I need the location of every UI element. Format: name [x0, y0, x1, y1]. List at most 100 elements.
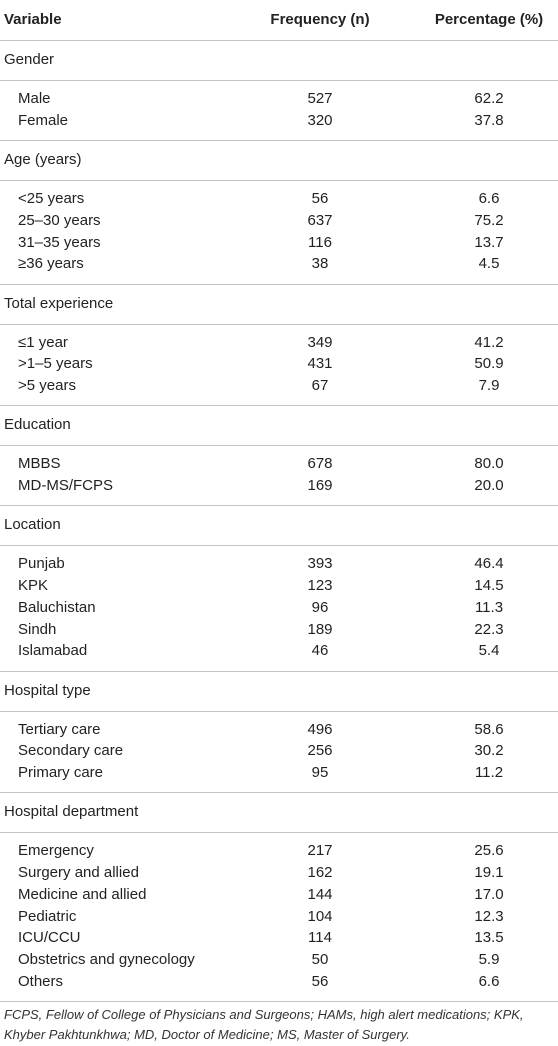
row-divider [0, 445, 558, 447]
percentage: 37.8 [474, 111, 504, 129]
percentage: 13.7 [474, 233, 504, 251]
frequency: 144 [307, 885, 333, 903]
group-label: Hospital department [4, 803, 139, 821]
percentage: 7.9 [478, 377, 500, 394]
percentage: 30.2 [474, 742, 504, 760]
group-label: Location [4, 516, 61, 534]
percentage: 25.6 [474, 842, 504, 860]
frequency: 116 [308, 233, 332, 251]
column-header: Variable [4, 11, 62, 28]
percentage: 41.2 [474, 333, 504, 351]
percentage: 12.3 [474, 907, 504, 925]
percentage: 11.2 [474, 764, 504, 781]
frequency: 393 [307, 555, 333, 573]
frequency: 95 [311, 764, 329, 781]
row-label: Baluchistan [18, 598, 96, 616]
row-label: Female [18, 111, 69, 129]
row-label: ICU/CCU [18, 929, 81, 947]
percentage: 19.1 [474, 864, 504, 881]
row-label: >1–5 years [18, 355, 93, 373]
row-label: Surgery and allied [18, 864, 139, 881]
percentage: 80.0 [474, 455, 504, 473]
percentage: 58.6 [474, 720, 504, 738]
percentage: 22.3 [474, 620, 504, 638]
frequency: 46 [311, 642, 329, 660]
group-label: Education [4, 416, 71, 434]
row-label: Sindh [18, 620, 57, 638]
frequency: 114 [308, 929, 332, 947]
row-divider [0, 671, 558, 672]
frequency: 349 [307, 333, 333, 351]
row-label: >5 years [18, 377, 76, 394]
percentage: 62.2 [474, 90, 504, 107]
row-divider [0, 710, 558, 712]
frequency: 56 [311, 972, 329, 990]
row-divider [0, 792, 558, 793]
frequency: 123 [307, 577, 333, 594]
row-label: Punjab [18, 555, 65, 573]
row-label: MD-MS/FCPS [18, 477, 113, 494]
row-label: ≥36 years [18, 255, 84, 273]
percentage: 50.9 [474, 355, 504, 373]
row-label: KPK [18, 577, 49, 594]
row-label: Secondary care [18, 742, 124, 760]
footnote: FCPS, Fellow of College of Physicians an… [4, 1007, 524, 1042]
frequency: 217 [307, 842, 333, 860]
frequency: 56 [311, 190, 329, 207]
frequency: 189 [307, 620, 333, 638]
row-label: Primary care [18, 764, 104, 781]
row-divider [0, 40, 558, 41]
frequency: 527 [307, 90, 333, 107]
group-label: Total experience [4, 294, 114, 312]
frequency: 67 [311, 377, 329, 394]
percentage: 20.0 [474, 477, 504, 494]
frequency: 320 [307, 111, 333, 129]
frequency: 637 [307, 211, 333, 229]
row-divider [0, 323, 558, 325]
percentage: 14.5 [474, 577, 504, 594]
frequency: 496 [307, 720, 333, 738]
percentage: 5.4 [478, 642, 500, 660]
row-label: Others [18, 972, 64, 990]
frequency: 162 [307, 864, 333, 881]
row-label: 31–35 years [18, 233, 101, 251]
frequency: 169 [307, 477, 333, 494]
frequency: 256 [307, 742, 333, 760]
row-label: <25 years [18, 190, 85, 207]
row-divider [0, 1001, 558, 1002]
frequency: 678 [307, 455, 333, 473]
row-label: Obstetrics and gynecology [18, 951, 195, 968]
row-divider [0, 545, 558, 547]
frequency: 50 [311, 951, 329, 968]
frequency: 96 [311, 598, 329, 616]
group-label: Gender [4, 51, 55, 68]
row-label: ≤1 year [18, 333, 68, 351]
percentage: 11.3 [474, 598, 504, 616]
row-divider [0, 505, 558, 506]
row-label: MBBS [18, 455, 61, 473]
row-label: Male [18, 90, 51, 107]
row-label: Medicine and allied [18, 885, 147, 903]
percentage: 6.6 [478, 190, 500, 207]
row-divider [0, 180, 558, 181]
percentage: 5.9 [478, 951, 500, 968]
group-label: Hospital type [4, 681, 91, 699]
percentage: 17.0 [474, 885, 504, 903]
row-label: Tertiary care [18, 720, 101, 738]
row-divider [0, 80, 558, 81]
row-divider [0, 832, 558, 834]
column-header: Frequency (n) [270, 11, 370, 28]
percentage: 75.2 [474, 211, 504, 229]
percentage: 46.4 [474, 555, 504, 573]
row-divider [0, 140, 558, 141]
percentage: 13.5 [474, 929, 504, 947]
row-label: 25–30 years [18, 211, 101, 229]
row-divider [0, 405, 558, 406]
frequency: 38 [311, 255, 329, 273]
row-divider [0, 284, 558, 285]
frequency: 431 [307, 355, 333, 373]
percentage: 6.6 [478, 972, 500, 990]
row-label: Pediatric [18, 907, 77, 925]
group-label: Age (years) [4, 151, 82, 168]
